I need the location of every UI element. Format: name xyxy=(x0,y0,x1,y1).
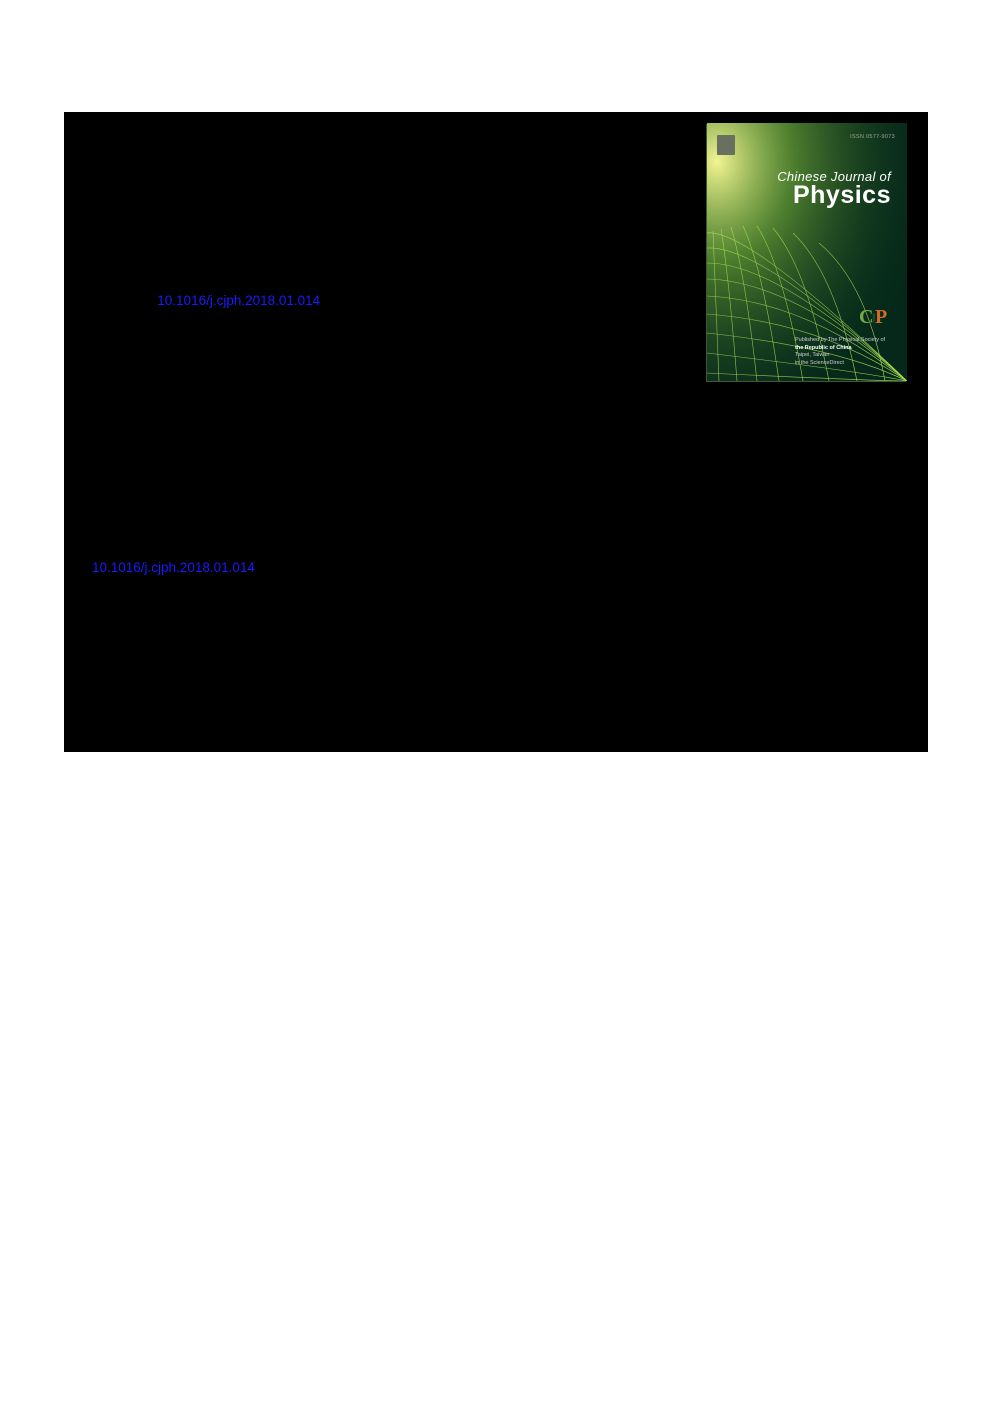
accepted-label: Accepted date: xyxy=(92,463,182,478)
doi-row: DOI: 10.1016/j.cjph.2018.01.014 xyxy=(92,291,632,311)
cjp-badge-icon: C J P xyxy=(859,305,891,329)
to-appear-label: To appear in: xyxy=(92,370,170,385)
dates-block: Received date: 7 December 2017 Revised d… xyxy=(92,415,632,482)
cover-pub-line3: Taipei, Taiwan xyxy=(795,352,829,358)
doi-link[interactable]: 10.1016/j.cjph.2018.01.014 xyxy=(157,293,320,308)
doi-label: DOI: xyxy=(92,293,120,308)
reference-value: CJPH 442 xyxy=(169,316,231,331)
received-value: 7 December 2017 xyxy=(197,417,304,432)
citation-journal: Chinese Journal of Physics xyxy=(287,530,450,545)
cover-publisher-text: Published by The Physical Society of the… xyxy=(795,337,893,367)
reference-row: Reference: CJPH 442 xyxy=(92,314,632,334)
citation-tail: (2018), doi: xyxy=(450,530,522,545)
accepted-row: Accepted date: 15 January 2018 xyxy=(92,461,632,481)
to-appear-value: Chinese Journal of Physics xyxy=(189,370,352,385)
cover-issn: ISSN 0577-9073 xyxy=(850,134,895,140)
cover-pub-line1: Published by The Physical Society of xyxy=(795,337,885,343)
svg-text:P: P xyxy=(875,306,887,328)
reference-label: Reference: xyxy=(92,316,158,331)
received-row: Received date: 7 December 2017 xyxy=(92,415,632,435)
article-title: Investigation of multiple bound states i… xyxy=(92,191,632,211)
revised-row: Revised date: 15 January 2018 xyxy=(92,438,632,458)
identifier-block: PII: S0577-9073(17)31609-6 DOI: 10.1016/… xyxy=(92,268,632,335)
pii-row: PII: S0577-9073(17)31609-6 xyxy=(92,268,632,288)
to-appear-row: To appear in: Chinese Journal of Physics xyxy=(92,368,632,388)
article-authors: Gao Jin, Wang Weihua xyxy=(92,225,632,245)
disclaimer-text: This is a PDF file of an unedited manusc… xyxy=(92,602,632,724)
panel-text-column: Accepted Manuscript Investigation of mul… xyxy=(92,136,632,724)
cover-pub-line4: in the ScienceDirect xyxy=(795,360,844,366)
cover-title-line2: Physics xyxy=(777,181,891,210)
journal-cover-thumbnail: ISSN 0577-9073 Chinese Journal of Physic… xyxy=(706,124,906,382)
citation-text: Please cite this article as: Gao Jin, Wa… xyxy=(92,507,632,548)
accepted-manuscript-panel: Accepted Manuscript Investigation of mul… xyxy=(64,112,928,752)
revised-value: 15 January 2018 xyxy=(197,440,298,455)
page: Accepted Manuscript Investigation of mul… xyxy=(0,0,992,1403)
citation-doi-link[interactable]: 10.1016/j.cjph.2018.01.014 xyxy=(92,560,255,575)
revised-label: Revised date: xyxy=(92,440,175,455)
elsevier-tree-icon xyxy=(717,135,735,155)
cover-journal-title: Chinese Journal of Physics xyxy=(777,169,891,210)
pii-value: S0577-9073(17)31609-6 xyxy=(154,270,301,285)
cover-pub-line2: the Republic of China xyxy=(795,345,852,351)
pii-label: PII: xyxy=(92,270,112,285)
accepted-manuscript-heading: Accepted Manuscript xyxy=(92,136,632,169)
accepted-value: 15 January 2018 xyxy=(193,463,294,478)
citation-doi-row: 10.1016/j.cjph.2018.01.014 xyxy=(92,558,632,578)
received-label: Received date: xyxy=(92,417,182,432)
